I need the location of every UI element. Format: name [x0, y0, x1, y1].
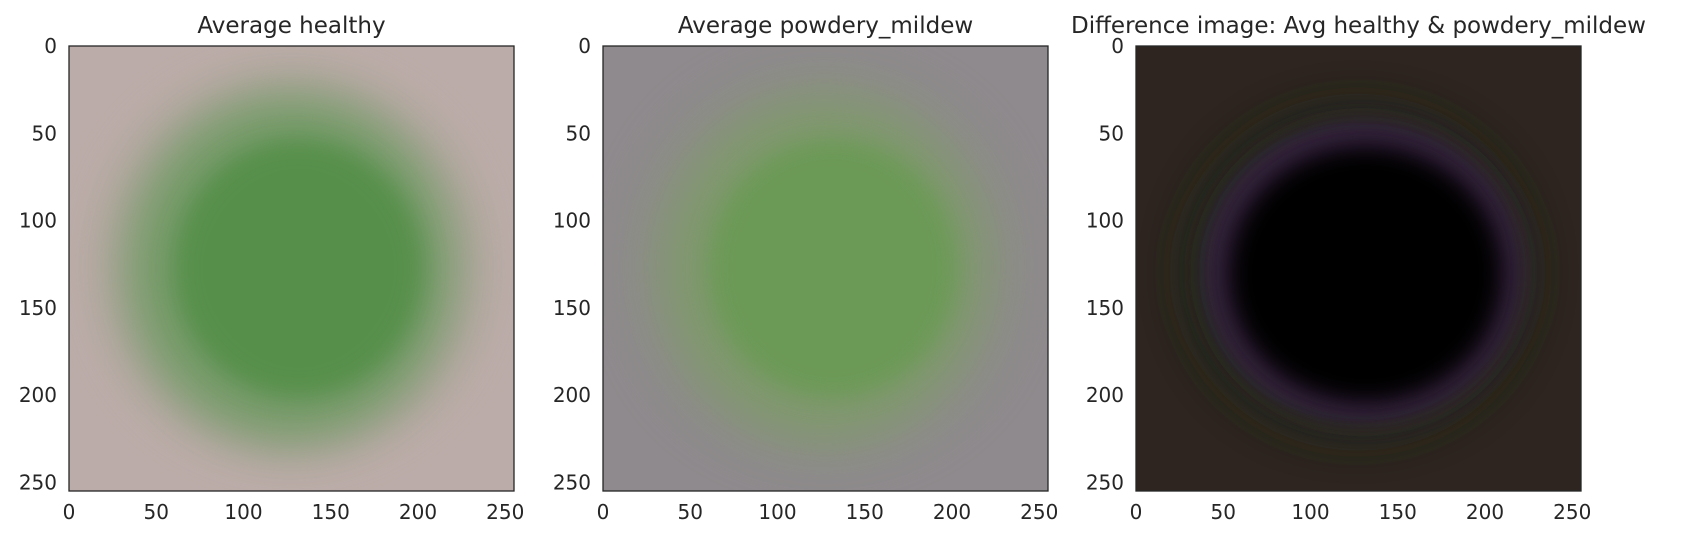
x-tick-label: 100 [758, 500, 796, 524]
x-tick-label: 200 [933, 500, 971, 524]
difference-core [1227, 145, 1504, 404]
panel-image [1136, 46, 1581, 491]
axes-frame [1135, 45, 1582, 492]
axes-frame [602, 45, 1049, 492]
x-tick-label: 50 [144, 500, 169, 524]
x-tick-label: 100 [224, 500, 262, 524]
x-tick-label: 200 [1466, 500, 1504, 524]
x-tick-label: 250 [486, 500, 524, 524]
x-tick-label: 0 [597, 500, 610, 524]
y-tick-label: 200 [1086, 383, 1124, 407]
panel-title: Average powdery_mildew [678, 13, 973, 39]
y-tick-label: 50 [1099, 121, 1124, 145]
y-tick-label: 0 [44, 34, 57, 58]
x-tick-label: 200 [399, 500, 437, 524]
y-tick-label: 250 [553, 470, 591, 494]
y-tick-label: 250 [1086, 470, 1124, 494]
y-tick-label: 200 [19, 383, 57, 407]
y-tick-label: 150 [553, 296, 591, 320]
panel-image [69, 46, 514, 491]
y-tick-label: 100 [1086, 209, 1124, 233]
x-tick-label: 150 [1379, 500, 1417, 524]
x-tick-label: 250 [1553, 500, 1591, 524]
leaf-core [174, 139, 424, 398]
x-tick-label: 0 [63, 500, 76, 524]
y-tick-label: 150 [19, 296, 57, 320]
y-tick-label: 50 [566, 121, 591, 145]
panel-image [603, 46, 1048, 491]
y-tick-label: 200 [553, 383, 591, 407]
panel-title: Average healthy [197, 13, 385, 39]
panel-title: Difference image: Avg healthy & powdery_… [1071, 13, 1646, 39]
x-tick-label: 100 [1291, 500, 1329, 524]
x-tick-label: 50 [1211, 500, 1236, 524]
x-tick-label: 50 [678, 500, 703, 524]
y-tick-label: 50 [32, 121, 57, 145]
y-tick-label: 100 [19, 209, 57, 233]
x-tick-label: 250 [1020, 500, 1058, 524]
panel-3: Difference image: Avg healthy & powdery_… [1071, 13, 1646, 524]
y-tick-label: 250 [19, 470, 57, 494]
y-tick-label: 0 [1111, 34, 1124, 58]
leaf-core [708, 139, 958, 398]
y-tick-label: 150 [1086, 296, 1124, 320]
x-tick-label: 150 [312, 500, 350, 524]
x-tick-label: 150 [846, 500, 884, 524]
axes-frame [68, 45, 515, 492]
y-tick-label: 0 [578, 34, 591, 58]
y-tick-label: 100 [553, 209, 591, 233]
x-tick-label: 0 [1130, 500, 1143, 524]
